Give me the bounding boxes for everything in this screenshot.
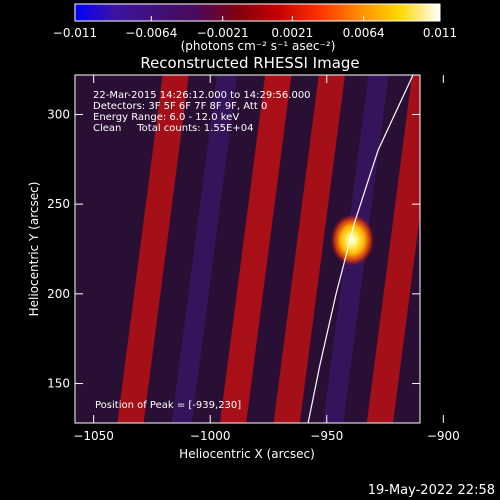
plot-area: −1050 −1000 −950 −900 150 200 250 300 22-Mar-20…: [47, 39, 500, 459]
negative-flux-stripe: [434, 39, 489, 459]
y-axis-label: Heliocentric Y (arcsec): [27, 182, 41, 317]
x-tick-label: −1050: [73, 429, 114, 443]
positive-flux-stripe: [273, 75, 345, 423]
annotation-block: 22-Mar-2015 14:26:12.000 to 14:29:56.000…: [93, 90, 311, 134]
negative-flux-stripe: [171, 75, 238, 423]
colorbar-tick-label: −0.0021: [197, 26, 249, 40]
y-tick-label: 200: [47, 287, 70, 301]
annotation-energy-range: Energy Range: 6.0 - 12.0 keV: [93, 112, 239, 123]
heatmap-image: [117, 39, 500, 459]
positive-flux-stripe: [480, 39, 500, 459]
x-tick-label: −950: [310, 429, 343, 443]
x-tick-label: −1000: [190, 429, 231, 443]
colorbar-gradient: [74, 3, 441, 22]
colorbar-tick-label: −0.011: [53, 26, 97, 40]
y-tick-label: 150: [47, 377, 70, 391]
axis-ticks: −1050 −1000 −950 −900 150 200 250 300: [47, 75, 460, 443]
colorbar-units-label: (photons cm⁻² s⁻¹ asec⁻²): [181, 39, 336, 53]
chart-title: Reconstructed RHESSI Image: [140, 54, 359, 72]
annotation-time-range: 22-Mar-2015 14:26:12.000 to 14:29:56.000: [93, 90, 311, 101]
colorbar: −0.011 −0.0064 −0.0021 0.0021 0.0064 0.011 (p…: [53, 3, 457, 53]
annotation-detectors: Detectors: 3F 5F 6F 7F 8F 9F, Att 0: [93, 101, 267, 112]
colorbar-ticks: −0.011 −0.0064 −0.0021 0.0021 0.0064 0.011: [53, 16, 457, 40]
positive-flux-stripe: [117, 75, 189, 423]
colorbar-tick-label: −0.0064: [125, 26, 177, 40]
annotation-clean-counts: Clean Total counts: 1.55E+04: [93, 123, 253, 134]
colorbar-tick-label: 0.0021: [271, 26, 313, 40]
colorbar-tick-label: 0.0064: [343, 26, 385, 40]
x-tick-label: −900: [427, 429, 460, 443]
solar-limb-curve: [307, 75, 414, 423]
plot-frame: [74, 74, 421, 424]
y-tick-label: 250: [47, 197, 70, 211]
peak-position-label: Position of Peak = [-939,230]: [95, 400, 241, 411]
positive-flux-stripe: [366, 75, 420, 423]
colorbar-tick-label: 0.011: [423, 26, 457, 40]
positive-flux-stripe: [219, 75, 292, 423]
date-stamp: 19-May-2022 22:58: [368, 483, 495, 498]
peak-source: [330, 214, 375, 267]
y-tick-label: 300: [47, 107, 70, 121]
x-axis-label: Heliocentric X (arcsec): [179, 447, 315, 461]
